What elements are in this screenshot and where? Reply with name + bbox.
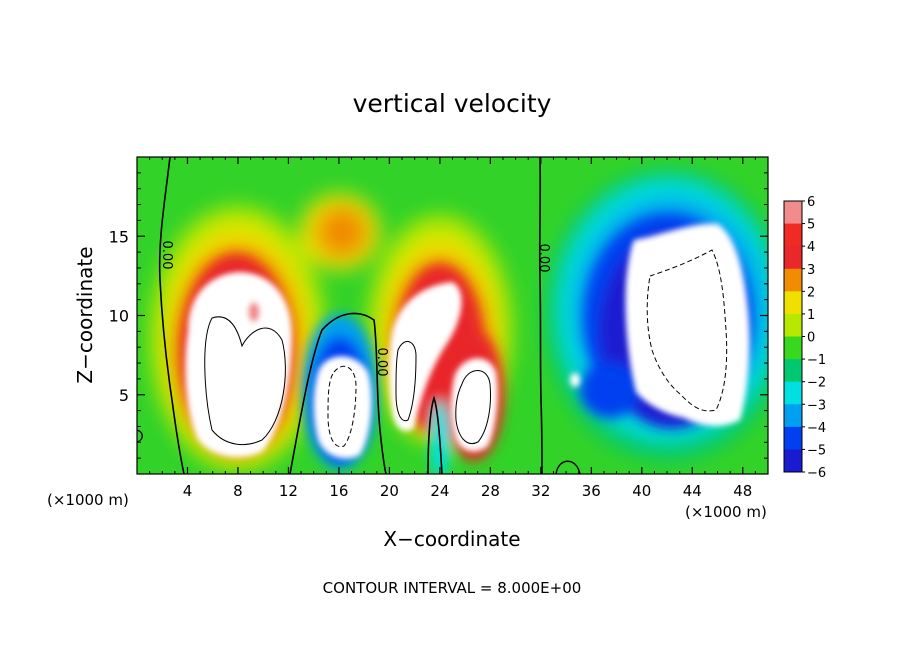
colorbar-label: −3 xyxy=(807,398,826,413)
x-axis: 4 8 12 16 20 24 28 32 36 40 44 48 xyxy=(149,157,756,500)
colorbar-swatch xyxy=(784,201,802,225)
x-tick-label: 4 xyxy=(183,482,193,500)
zero-contour-tongue xyxy=(427,395,443,474)
x-tick-label: 36 xyxy=(582,482,601,500)
chart-title: vertical velocity xyxy=(353,89,552,118)
y-tick-label: 5 xyxy=(119,386,129,405)
colorbar-swatch xyxy=(784,268,802,292)
x-unit-left: (×1000 m) xyxy=(47,491,129,509)
x-axis-title: X−coordinate xyxy=(383,527,520,551)
y-tick-label: 10 xyxy=(109,307,129,326)
colorbar-label: 3 xyxy=(807,263,815,278)
colorbar-label: 4 xyxy=(807,240,815,255)
colorbar-label: 6 xyxy=(807,195,815,210)
y-axis: 5 10 15 xyxy=(109,172,768,459)
contour-label-middle: 0.00 xyxy=(374,348,389,377)
colorbar-label: −4 xyxy=(807,421,826,436)
colorbar-swatch xyxy=(784,381,802,405)
plot-area: 0.00 0.00 0.00 xyxy=(137,157,768,474)
colorbar-label: 0 xyxy=(807,331,815,346)
x-tick-label: 44 xyxy=(683,482,702,500)
colorbar-swatch xyxy=(784,404,802,428)
updraft-core-middle xyxy=(389,282,462,432)
colorbar-label: −2 xyxy=(807,376,826,391)
x-tick-label: 28 xyxy=(481,482,500,500)
colorbar-label: 2 xyxy=(807,285,815,300)
y-axis-title: Z−coordinate xyxy=(73,246,97,383)
zero-contour-left xyxy=(158,157,185,474)
contour-label-right: 0.00 xyxy=(536,244,551,273)
contour-label-left: 0.00 xyxy=(159,241,174,270)
colorbar-label: −5 xyxy=(807,443,826,458)
negative-contour-center xyxy=(327,365,357,448)
colorbar: 6 5 4 3 2 1 0 −1 −2 −3 −4 −5 −6 xyxy=(783,195,826,481)
x-unit-right: (×1000 m) xyxy=(685,503,767,521)
colorbar-swatch xyxy=(784,246,802,270)
x-tick-label: 16 xyxy=(329,482,348,500)
colorbar-swatch xyxy=(784,449,802,473)
x-tick-label: 12 xyxy=(279,482,298,500)
x-tick-label: 48 xyxy=(733,482,752,500)
positive-contour-middle xyxy=(395,341,417,422)
field-core-layer xyxy=(185,223,750,459)
y-tick-label: 15 xyxy=(109,227,129,246)
x-tick-label: 32 xyxy=(531,482,550,500)
contour-interval-note: CONTOUR INTERVAL = 8.000E+00 xyxy=(323,579,582,597)
negative-contour-right xyxy=(646,249,728,412)
x-tick-label: 8 xyxy=(233,482,243,500)
zero-contour-small-left xyxy=(137,429,143,443)
downdraft-core-right xyxy=(625,223,750,426)
downdraft-core-center xyxy=(313,356,372,459)
colorbar-label: −6 xyxy=(807,466,826,481)
colorbar-swatch xyxy=(784,359,802,383)
colorbar-label: 5 xyxy=(807,218,815,233)
x-tick-label: 24 xyxy=(430,482,449,500)
positive-contour-left xyxy=(204,316,286,446)
x-tick-label: 40 xyxy=(632,482,651,500)
positive-contour-right xyxy=(455,370,491,444)
x-tick-label: 20 xyxy=(380,482,399,500)
colorbar-label: 1 xyxy=(807,308,815,323)
contour-lines xyxy=(137,157,728,474)
colorbar-label: −1 xyxy=(807,353,826,368)
colorbar-swatch xyxy=(784,426,802,450)
colorbar-swatch xyxy=(784,313,802,337)
zero-contour-right xyxy=(538,157,543,474)
zero-contour-middle xyxy=(289,312,387,474)
colorbar-swatch xyxy=(784,336,802,360)
colorbar-swatch xyxy=(784,223,802,247)
colorbar-swatch xyxy=(784,291,802,315)
zero-contour-small-bottom xyxy=(555,460,581,474)
